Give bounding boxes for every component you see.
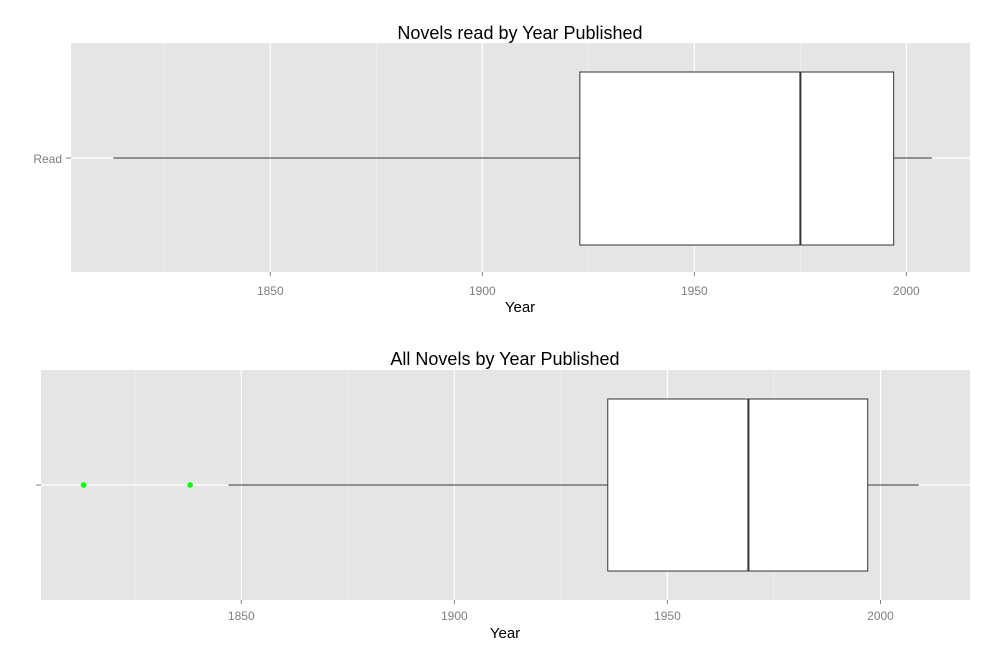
chart-2-outliers bbox=[80, 482, 193, 488]
chart-1-title: Novels read by Year Published bbox=[397, 23, 642, 43]
x-tick-label: 1850 bbox=[228, 609, 255, 623]
chart-1-y-tick-label: Read bbox=[33, 152, 62, 166]
x-tick-label: 1900 bbox=[441, 609, 468, 623]
chart-2: All Novels by Year Published 1850 1900 195… bbox=[36, 349, 970, 642]
chart-1-y-axis: Read bbox=[33, 152, 71, 166]
chart-1-box bbox=[113, 71, 932, 246]
chart-2-x-axis-title: Year bbox=[490, 625, 520, 642]
x-tick-label: 2000 bbox=[893, 284, 920, 298]
chart-2-title: All Novels by Year Published bbox=[390, 349, 619, 369]
chart-2-x-axis: 1850 1900 1950 2000 bbox=[228, 600, 894, 623]
chart-1-x-axis: 1850 1900 1950 2000 bbox=[257, 272, 920, 298]
chart-1: Novels read by Year Published Read 1850 1… bbox=[33, 23, 970, 316]
chart-1-x-axis-title: Year bbox=[505, 299, 535, 316]
outlier-point bbox=[80, 482, 87, 488]
chart-2-iqr-box bbox=[607, 398, 869, 572]
outlier-point bbox=[187, 482, 193, 488]
chart-2-box bbox=[228, 398, 919, 572]
x-tick-label: 1900 bbox=[469, 284, 496, 298]
x-tick-label: 1850 bbox=[257, 284, 284, 298]
x-tick-label: 2000 bbox=[867, 609, 894, 623]
chart-1-iqr-box bbox=[579, 71, 895, 246]
x-tick-label: 1950 bbox=[681, 284, 708, 298]
x-tick-label: 1950 bbox=[654, 609, 681, 623]
